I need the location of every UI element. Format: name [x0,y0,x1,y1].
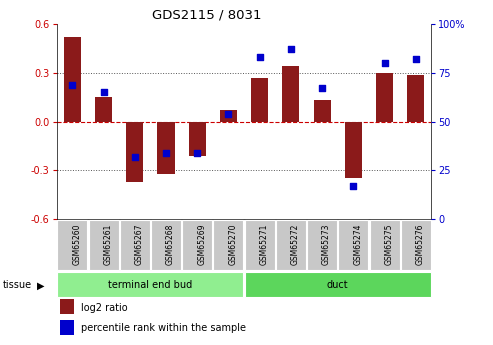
Point [318,86,326,91]
Bar [61,299,73,314]
Text: GSM65274: GSM65274 [353,223,362,265]
Text: GSM65268: GSM65268 [166,223,175,265]
Text: GSM65270: GSM65270 [228,223,238,265]
Point [100,90,107,95]
Text: GSM65273: GSM65273 [322,223,331,265]
Bar [89,220,118,270]
Bar [64,37,81,122]
Bar [126,122,143,182]
Bar [338,220,368,270]
Point [193,150,201,156]
Bar [345,122,362,178]
Text: GSM65267: GSM65267 [135,223,144,265]
Bar [251,78,268,122]
Bar [95,97,112,122]
Bar [245,272,431,297]
Point [287,47,295,52]
Bar [189,122,206,156]
Text: GSM65261: GSM65261 [104,223,112,265]
Bar [276,220,306,270]
Bar [213,220,244,270]
Point [224,111,232,117]
Point [350,183,357,189]
Text: ▶: ▶ [37,280,44,290]
Bar [407,75,424,122]
Bar [245,220,275,270]
Bar [57,220,87,270]
Text: GSM65272: GSM65272 [291,223,300,265]
Point [381,60,388,66]
Bar [282,66,299,122]
Text: duct: duct [327,280,349,289]
Point [69,82,76,87]
Point [412,57,420,62]
Text: terminal end bud: terminal end bud [108,280,192,289]
Text: GSM65276: GSM65276 [416,223,425,265]
Point [162,150,170,156]
Bar [151,220,181,270]
Bar [61,320,73,335]
Point [256,55,264,60]
Bar [376,73,393,122]
Point [131,154,139,159]
Text: log2 ratio: log2 ratio [81,303,128,313]
Bar [120,220,150,270]
Bar [307,220,337,270]
Text: GSM65275: GSM65275 [385,223,393,265]
Text: tissue: tissue [2,280,32,290]
Bar [57,272,244,297]
Text: GSM65260: GSM65260 [72,223,81,265]
Bar [220,110,237,122]
Bar [401,220,431,270]
Text: GSM65269: GSM65269 [197,223,206,265]
Bar [157,122,175,174]
Bar [314,100,331,122]
Bar [370,220,399,270]
Text: percentile rank within the sample: percentile rank within the sample [81,323,246,333]
Text: GDS2115 / 8031: GDS2115 / 8031 [152,9,262,22]
Bar [182,220,212,270]
Text: GSM65271: GSM65271 [260,223,269,265]
